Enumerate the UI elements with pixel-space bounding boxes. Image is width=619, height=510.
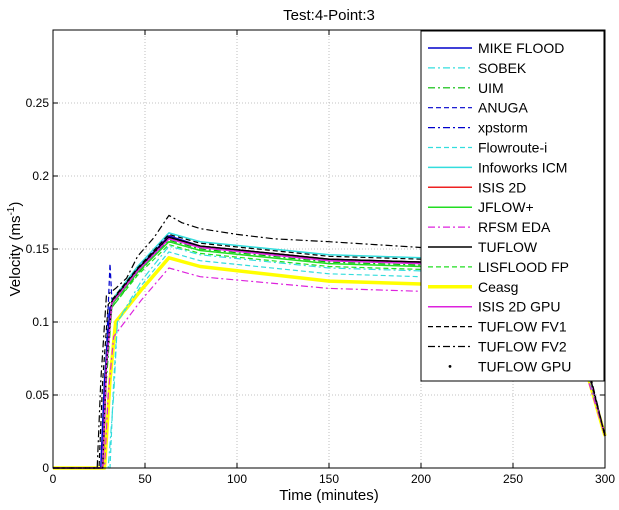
legend-label: TUFLOW FV1 (478, 319, 567, 335)
y-tick-label: 0 (42, 461, 49, 475)
legend-entry-isis-2d: ISIS 2D (428, 179, 526, 195)
legend-label: JFLOW+ (478, 199, 534, 215)
legend-label: SOBEK (478, 60, 527, 76)
x-tick-label: 0 (50, 472, 57, 486)
y-axis-label: Velocity (ms-1) (6, 202, 24, 297)
legend-label: Ceasg (478, 279, 518, 295)
legend-entry-uim: UIM (428, 80, 504, 96)
legend-label: TUFLOW GPU (478, 358, 571, 374)
axis-ticks: 0 50 100 150 200 250 300 0 0.05 0.1 0.15 0.2 0.25 (26, 30, 615, 486)
legend-entry-rfsm-eda: RFSM EDA (428, 219, 551, 235)
legend-entry-tuflow-fv1: TUFLOW FV1 (428, 319, 567, 335)
legend-entry-sobek: SOBEK (428, 60, 527, 76)
legend-label: xpstorm (478, 120, 528, 136)
x-tick-label: 250 (503, 472, 523, 486)
legend-entry-mike-flood: MIKE FLOOD (428, 40, 564, 56)
legend-label: TUFLOW (478, 239, 538, 255)
legend-label: ISIS 2D GPU (478, 299, 560, 315)
x-tick-label: 300 (595, 472, 615, 486)
legend-entry-xpstorm: xpstorm (428, 120, 528, 136)
legend-entry-tuflow-fv2: TUFLOW FV2 (428, 339, 567, 355)
legend-entry-anuga: ANUGA (428, 100, 528, 116)
legend-box (420, 30, 605, 382)
y-axis-label-superscript: -1 (6, 206, 17, 215)
x-axis-label: Time (minutes) (279, 487, 378, 504)
y-tick-label: 0.1 (32, 315, 49, 329)
legend-entry-flowroute-i: Flowroute-i (428, 140, 547, 156)
legend-entry-jflow: JFLOW+ (428, 199, 534, 215)
legend-label: MIKE FLOOD (478, 40, 564, 56)
y-axis-label-main: Velocity (ms (7, 216, 24, 297)
legend-label: LISFLOOD FP (478, 259, 569, 275)
x-tick-label: 200 (411, 472, 431, 486)
chart-title: Test:4-Point:3 (283, 7, 375, 24)
x-tick-label: 100 (227, 472, 247, 486)
y-tick-label: 0.25 (26, 96, 50, 110)
legend-entry-lisflood-fp: LISFLOOD FP (428, 259, 569, 275)
legend-entry-infoworks-icm: Infoworks ICM (428, 159, 567, 175)
y-axis-label-close: ) (7, 202, 24, 207)
legend-label: Flowroute-i (478, 140, 547, 156)
series-line-rfsm-eda (53, 267, 606, 469)
x-tick-label: 50 (138, 472, 152, 486)
legend-label: Infoworks ICM (478, 159, 567, 175)
legend-entry-tuflow: TUFLOW (428, 239, 538, 255)
x-tick-label: 150 (319, 472, 339, 486)
y-tick-label: 0.05 (26, 388, 50, 402)
legend-label: ANUGA (478, 100, 528, 116)
legend-entry-tuflow-gpu: TUFLOW GPU (448, 358, 571, 374)
legend-entry-ceasg: Ceasg (428, 279, 518, 295)
legend-entry-isis-2d-gpu: ISIS 2D GPU (428, 299, 560, 315)
legend-label: UIM (478, 80, 504, 96)
legend-label: RFSM EDA (478, 219, 551, 235)
legend-label: TUFLOW FV2 (478, 339, 567, 355)
legend-swatch (448, 365, 452, 368)
legend: MIKE FLOOD SOBEK UIM ANUGA xpstorm Flowroute-… (420, 30, 605, 382)
y-tick-label: 0.15 (26, 242, 50, 256)
series-line-flowroute-i (53, 251, 606, 469)
y-tick-label: 0.2 (32, 169, 49, 183)
legend-label: ISIS 2D (478, 179, 526, 195)
